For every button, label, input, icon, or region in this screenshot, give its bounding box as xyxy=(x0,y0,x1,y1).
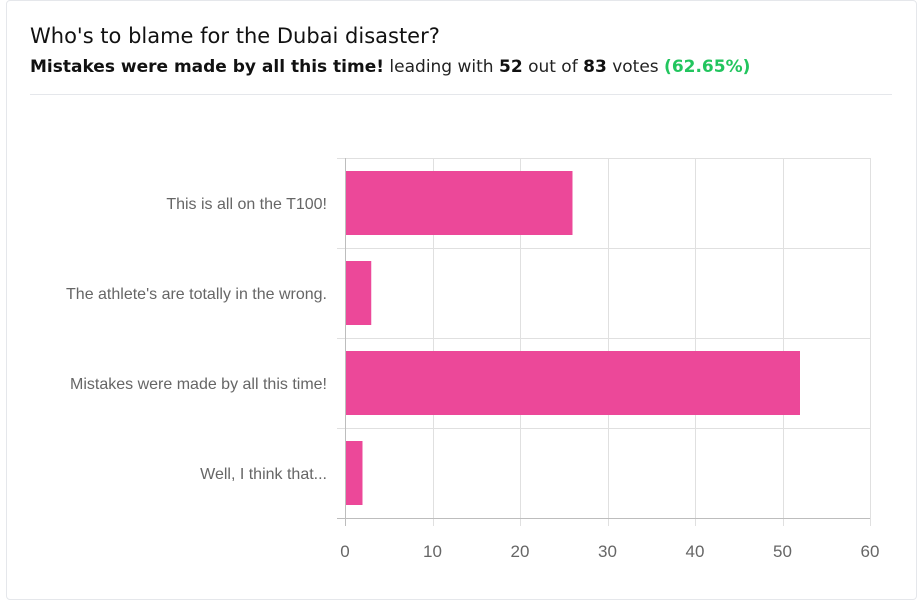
x-tick-label: 0 xyxy=(340,542,349,561)
poll-summary: Mistakes were made by all this time! lea… xyxy=(30,55,892,79)
poll-results-chart: This is all on the T100! The athlete's ar… xyxy=(66,158,880,561)
poll-header: Who's to blame for the Dubai disaster? M… xyxy=(30,22,892,79)
poll-card xyxy=(6,0,917,600)
category-label: Mistakes were made by all this time! xyxy=(70,376,327,393)
leading-with-text: leading with xyxy=(389,57,494,77)
x-tick-label: 50 xyxy=(773,542,792,561)
x-tick-label: 60 xyxy=(861,542,880,561)
x-tick-label: 30 xyxy=(598,542,617,561)
out-of-text: out of xyxy=(528,57,578,77)
leading-option: Mistakes were made by all this time! xyxy=(30,57,385,77)
total-vote-count: 83 xyxy=(583,57,607,77)
x-tick-label: 10 xyxy=(423,542,442,561)
bar xyxy=(346,441,363,505)
bar xyxy=(346,171,573,235)
x-tick-label: 20 xyxy=(511,542,530,561)
votes-text: votes xyxy=(612,57,659,77)
category-label: Well, I think that... xyxy=(200,466,327,483)
category-label: This is all on the T100! xyxy=(166,196,327,213)
bar xyxy=(346,351,800,415)
bar xyxy=(346,261,372,325)
leader-vote-count: 52 xyxy=(498,57,523,77)
category-label: The athlete's are totally in the wrong. xyxy=(66,286,327,303)
poll-title: Who's to blame for the Dubai disaster? xyxy=(30,24,440,48)
leader-percentage: (62.65%) xyxy=(664,57,751,77)
header-divider xyxy=(30,94,892,95)
x-tick-label: 40 xyxy=(686,542,705,561)
